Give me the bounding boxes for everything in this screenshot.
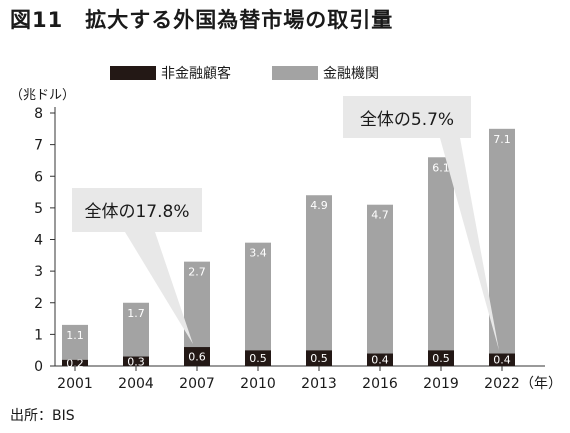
- data-label-0-2010: 0.5: [249, 352, 267, 365]
- bar-1-2004: [123, 302, 149, 357]
- source-note: 出所：BIS: [10, 408, 75, 424]
- x-tick-label-2010: 2010: [240, 376, 276, 392]
- y-axis-unit: （兆ドル）: [10, 88, 75, 103]
- y-tick-label-0: 0: [34, 359, 43, 375]
- x-tick-label-2022: 2022: [484, 376, 520, 392]
- bar-0-2019: [428, 350, 454, 366]
- data-label-1-2001: 1.1: [66, 329, 84, 342]
- data-label-0-2004: 0.3: [127, 355, 145, 368]
- data-label-0-2022: 0.4: [493, 354, 511, 367]
- data-label-1-2010: 3.4: [249, 247, 267, 260]
- data-label-0-2007: 0.6: [188, 351, 206, 364]
- x-tick-label-2007: 2007: [179, 376, 215, 392]
- x-axis-unit: （年）: [520, 376, 562, 392]
- callout-bubble-1: [72, 188, 202, 345]
- bar-1-2013: [306, 195, 332, 351]
- y-tick-label-3: 3: [34, 264, 43, 280]
- legend-swatch-0: [110, 66, 156, 80]
- y-tick-label-8: 8: [34, 106, 43, 122]
- x-tick-label-2016: 2016: [362, 376, 398, 392]
- bar-0-2016: [367, 353, 393, 366]
- bar-1-2001: [62, 324, 88, 360]
- data-label-1-2004: 1.7: [127, 307, 145, 320]
- data-label-0-2013: 0.5: [310, 352, 328, 365]
- data-label-1-2019: 6.1: [432, 161, 450, 174]
- data-label-1-2007: 2.7: [188, 266, 206, 279]
- x-tick-label-2019: 2019: [423, 376, 459, 392]
- legend-swatch-1: [272, 66, 318, 80]
- y-tick-label-7: 7: [34, 138, 43, 154]
- bar-0-2010: [245, 350, 271, 366]
- bar-0-2007: [184, 347, 210, 366]
- data-label-0-2001: 0.2: [66, 357, 84, 370]
- x-tick-label-2001: 2001: [57, 376, 93, 392]
- callout-text-2: 全体の5.7%: [360, 110, 454, 130]
- bar-0-2004: [123, 356, 149, 366]
- callout-bubble-2: [343, 96, 499, 351]
- bar-1-2016: [367, 204, 393, 354]
- y-tick-label-4: 4: [34, 233, 43, 249]
- y-tick-label-1: 1: [34, 327, 43, 343]
- y-tick-label-2: 2: [34, 296, 43, 312]
- data-label-1-2022: 7.1: [493, 133, 511, 146]
- legend-label-1: 金融機関: [323, 66, 379, 82]
- legend-label-0: 非金融顧客: [161, 65, 231, 82]
- x-tick-label-2013: 2013: [301, 376, 337, 392]
- bar-1-2019: [428, 157, 454, 351]
- callout-text-1: 全体の17.8%: [84, 202, 189, 222]
- y-tick-label-6: 6: [34, 169, 43, 185]
- data-label-0-2019: 0.5: [432, 352, 450, 365]
- data-label-0-2016: 0.4: [371, 354, 389, 367]
- figure-title: 図11 拡大する外国為替市場の取引量: [10, 8, 394, 32]
- bar-1-2010: [245, 242, 271, 351]
- bar-1-2022: [489, 128, 515, 354]
- data-label-1-2016: 4.7: [371, 209, 389, 222]
- bar-0-2001: [62, 359, 88, 366]
- data-label-1-2013: 4.9: [310, 199, 328, 212]
- bar-0-2013: [306, 350, 332, 366]
- bar-0-2022: [489, 353, 515, 366]
- x-tick-label-2004: 2004: [118, 376, 154, 392]
- y-tick-label-5: 5: [34, 201, 43, 217]
